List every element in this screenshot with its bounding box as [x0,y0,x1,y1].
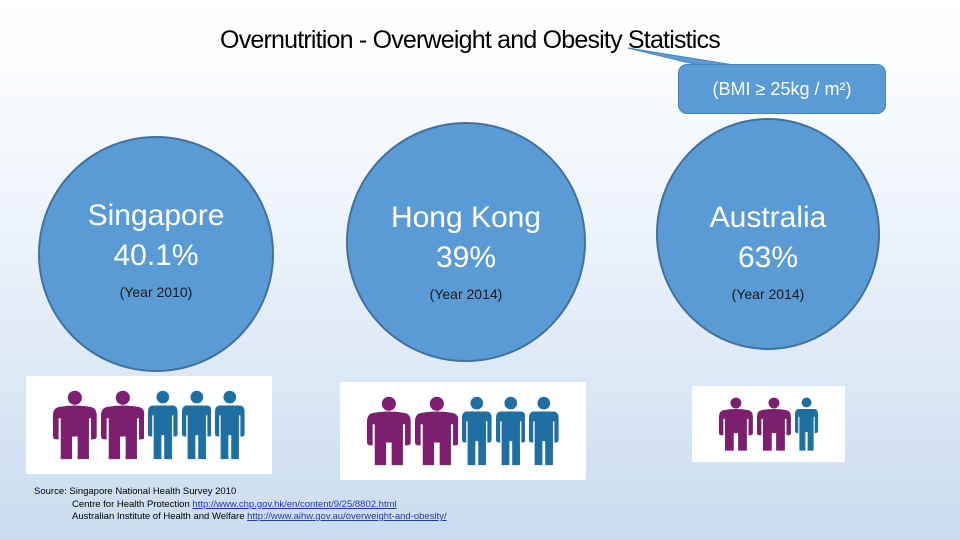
country-year: (Year 2014) [429,286,503,302]
people-figures-hong-kong [340,382,586,480]
country-percent: 39% [435,241,497,274]
source-line-2: Centre for Health Protection http://www.… [34,499,447,512]
country-name: Australia [709,201,827,234]
person-icon [529,396,560,465]
country-name: Singapore [87,199,225,232]
source-line-3: Australian Institute of Health and Welfa… [34,511,447,524]
person-icon [719,397,753,451]
aihw-link[interactable]: http://www.aihw.gov.au/overweight-and-ob… [247,511,447,522]
country-year: (Year 2014) [731,286,805,302]
chp-link[interactable]: http://www.chp.gov.hk/en/content/9/25/88… [192,498,397,510]
country-circle-singapore: Singapore 40.1% (Year 2010) [38,136,274,372]
source-line-1: Source: Singapore National Health Survey… [34,486,237,497]
person-icon [794,397,818,451]
person-icon [52,390,97,459]
person-icon [414,396,459,465]
person-icon [100,390,145,459]
country-circle-australia: Australia 63% (Year 2014) [656,118,880,350]
person-icon [148,390,178,459]
people-figures-singapore [26,376,272,474]
person-icon [757,397,791,451]
person-icon [462,396,492,465]
country-percent: 40.1% [113,239,199,272]
person-icon [495,396,526,465]
page-title: Overnutrition - Overweight and Obesity S… [220,26,721,54]
source-org-chp: Centre for Health Protection [72,498,193,510]
country-percent: 63% [737,241,799,274]
people-figures-australia [692,386,845,462]
country-year: (Year 2010) [119,284,193,300]
person-icon [366,396,411,465]
country-name: Hong Kong [390,201,542,234]
country-circle-hong-kong: Hong Kong 39% (Year 2014) [346,122,586,362]
person-icon [181,390,212,459]
person-icon [215,390,246,459]
bmi-callout: (BMI ≥ 25kg / m²) [678,64,886,114]
source-org-aihw: Australian Institute of Health and Welfa… [72,511,248,522]
source-citations: Source: Singapore National Health Survey… [34,486,447,524]
